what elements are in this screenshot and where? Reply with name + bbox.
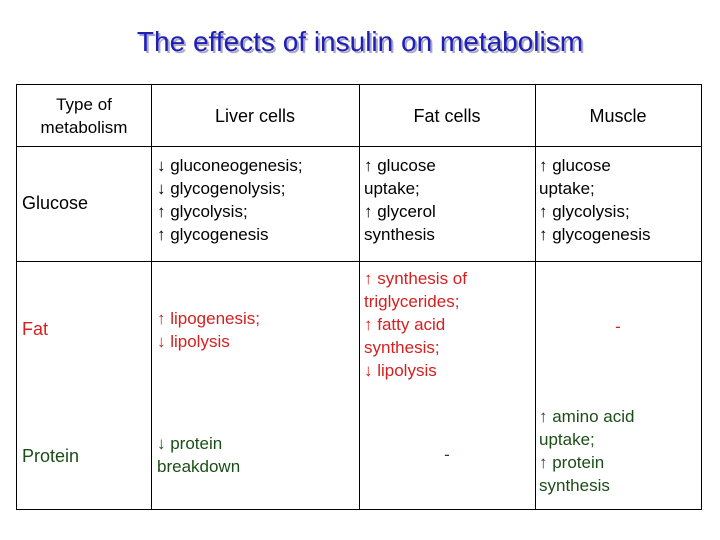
protein-fat-cell: - (444, 445, 450, 464)
header-muscle: Muscle (589, 106, 647, 126)
insulin-effects-table: Type of metabolism Liver cells Fat cells… (16, 84, 702, 510)
fat-liver-cell: ↑ lipogenesis; ↓ lipolysis (157, 309, 261, 351)
header-liver-cells: Liver cells (214, 106, 296, 126)
glucose-fat-cell: ↑ glucose uptake; ↑ glycerol synthesis (364, 156, 436, 244)
header-fat-cells: Fat cells (413, 106, 481, 126)
protein-muscle-cell: ↑ amino acid uptake; ↑ protein synthesis (539, 407, 635, 495)
protein-liver-cell: ↓ protein breakdown (157, 434, 241, 476)
fat-fat-cell: ↑ synthesis of triglycerides; ↑ fatty ac… (364, 269, 467, 380)
header-type-of-metabolism: Type of metabolism (40, 95, 128, 137)
fat-muscle-cell: - (615, 317, 621, 336)
row-label-fat: Fat (22, 319, 49, 339)
column-divider (151, 85, 152, 509)
glucose-muscle-cell: ↑ glucose uptake; ↑ glycolysis; ↑ glycog… (539, 156, 651, 244)
column-divider (535, 85, 536, 509)
glucose-liver-cell: ↓ gluconeogenesis; ↓ glycogenolysis; ↑ g… (157, 156, 303, 244)
page-title: The effects of insulin on metabolism (136, 26, 584, 57)
row-label-glucose: Glucose (22, 193, 89, 213)
column-divider (359, 85, 360, 509)
row-label-protein: Protein (22, 446, 80, 466)
